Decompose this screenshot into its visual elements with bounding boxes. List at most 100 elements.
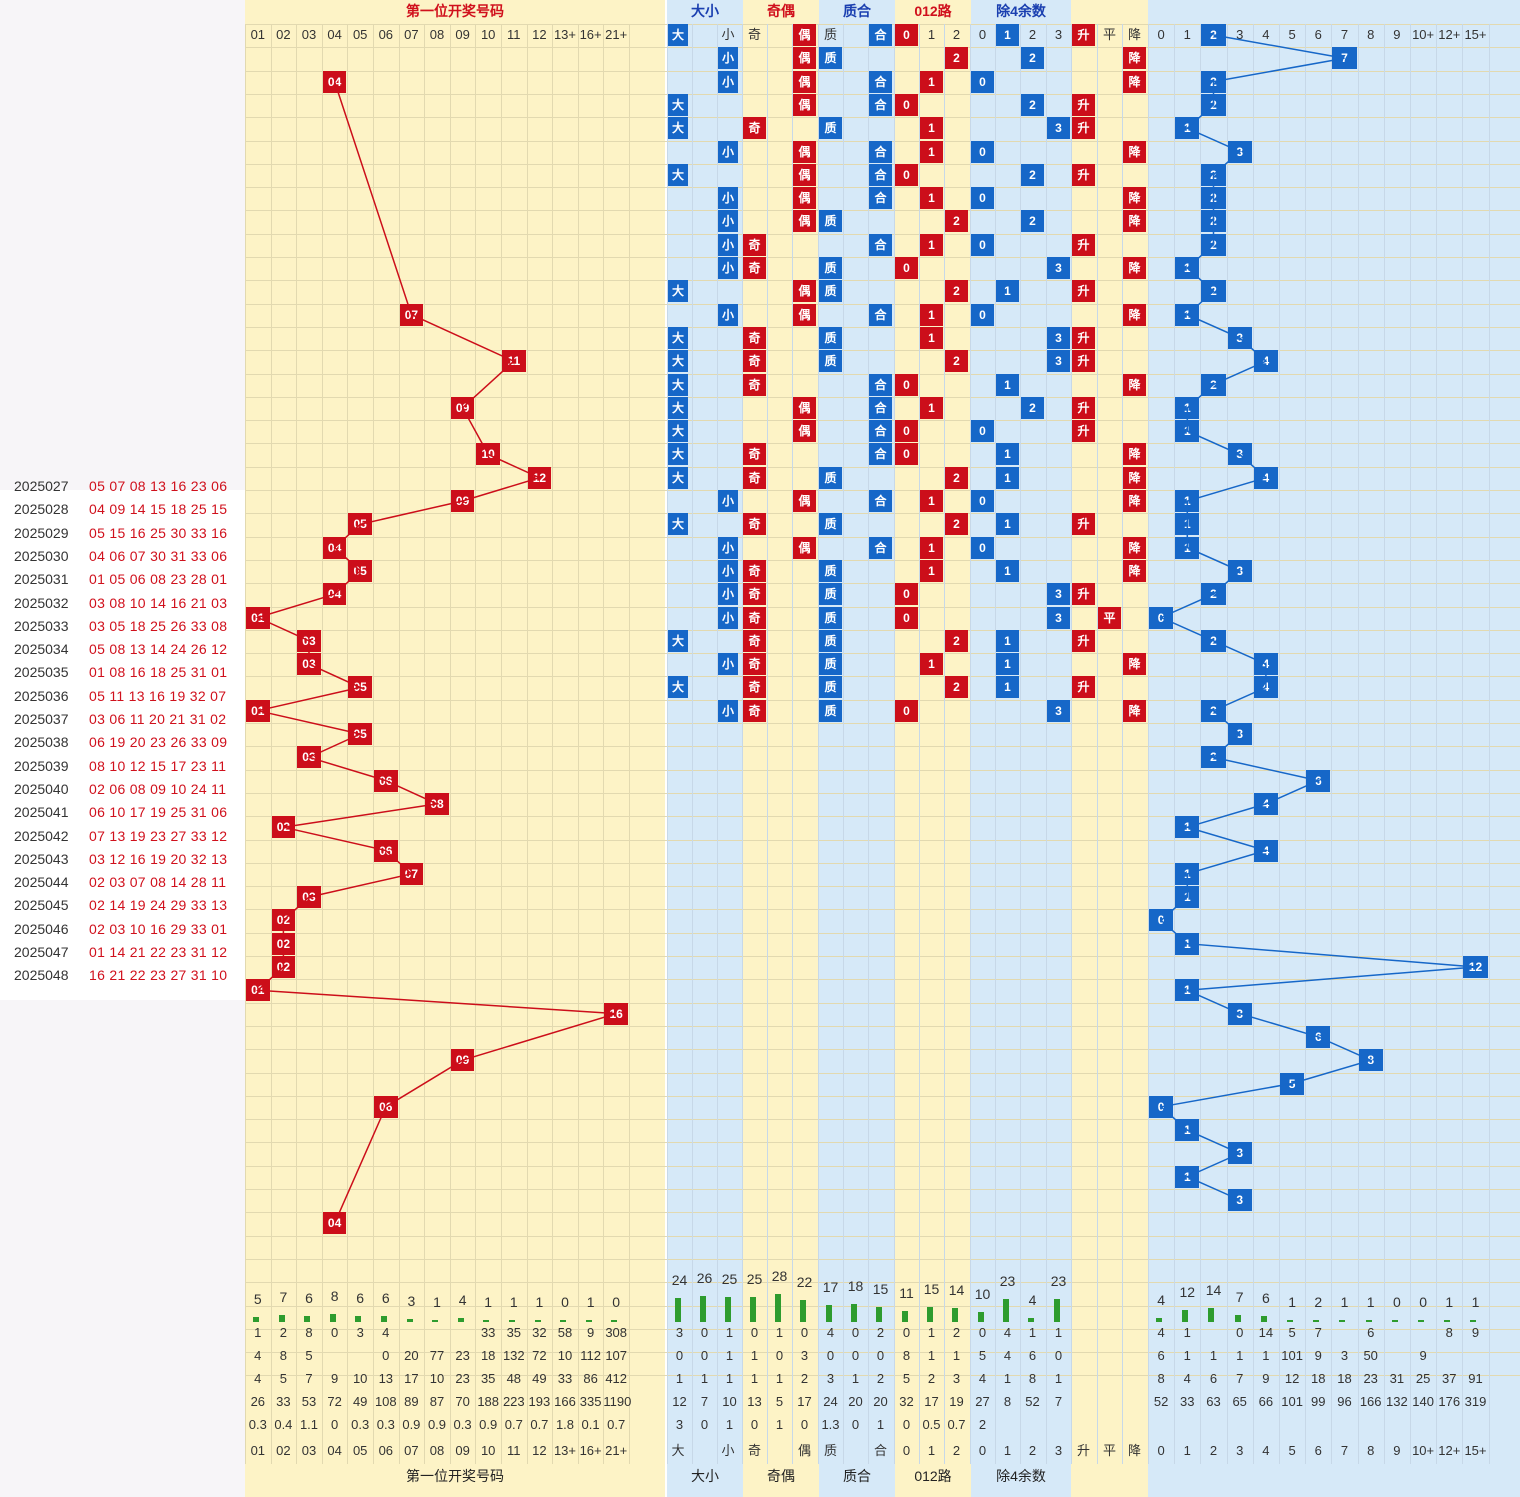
stat-cell: 1 bbox=[725, 1417, 734, 1432]
footer-col-header: 降 bbox=[1127, 1443, 1141, 1458]
first-number-marker: 05 bbox=[348, 723, 372, 745]
count-value: 26 bbox=[696, 1270, 713, 1286]
indicator-marker: 合 bbox=[869, 93, 892, 116]
draw-numbers: 03 08 10 14 16 21 03 bbox=[89, 594, 228, 611]
mod-marker: 3 bbox=[1227, 1189, 1252, 1211]
indicator-marker: 质 bbox=[819, 653, 842, 676]
col-header: 07 bbox=[404, 27, 419, 42]
indicator-marker: 质 bbox=[819, 583, 842, 606]
stat-cell: 1 bbox=[1262, 1348, 1270, 1363]
stat-cell: 0.9 bbox=[402, 1417, 421, 1432]
draw-numbers: 04 06 07 30 31 33 06 bbox=[89, 547, 228, 564]
footer-col-header: 10+ bbox=[1412, 1443, 1435, 1458]
count-bar bbox=[1003, 1299, 1009, 1322]
indicator-marker: 升 bbox=[1072, 583, 1095, 606]
stat-cell: 9 bbox=[1262, 1371, 1270, 1386]
stat-cell: 1 bbox=[1183, 1348, 1191, 1363]
mod-marker: 1 bbox=[1175, 862, 1200, 885]
first-number-marker: 09 bbox=[450, 396, 475, 419]
col-header: 13+ bbox=[553, 27, 577, 42]
indicator-marker: 降 bbox=[1123, 373, 1146, 396]
row-gridline bbox=[245, 723, 1520, 724]
col-header: 2 bbox=[952, 27, 961, 42]
indicator-marker: 小 bbox=[718, 303, 738, 326]
count-bar bbox=[1339, 1320, 1346, 1322]
stat-cell: 3 bbox=[675, 1325, 684, 1340]
col-gridline bbox=[742, 24, 743, 1464]
col-gridline bbox=[1305, 24, 1307, 1464]
first-number-marker: 03 bbox=[297, 746, 321, 769]
stat-cell: 1 bbox=[254, 1325, 262, 1340]
count-bar bbox=[1182, 1310, 1189, 1322]
indicator-marker: 质 bbox=[819, 210, 842, 233]
mod-marker: 12 bbox=[1463, 956, 1488, 978]
row-gridline bbox=[245, 1352, 1520, 1354]
col-header: 4 bbox=[1262, 27, 1270, 42]
stat-cell: 25 bbox=[1415, 1371, 1431, 1386]
mod-marker: 4 bbox=[1253, 792, 1278, 815]
col-header: 04 bbox=[327, 27, 342, 42]
stat-cell: 37 bbox=[1442, 1371, 1457, 1386]
footer-section-label: 质合 bbox=[843, 1468, 871, 1484]
indicator-marker: 升 bbox=[1072, 117, 1095, 140]
count-bar bbox=[1156, 1318, 1162, 1322]
draw-numbers: 01 08 16 18 25 31 01 bbox=[89, 664, 228, 681]
draw-numbers: 01 05 06 08 23 28 01 bbox=[89, 571, 228, 588]
col-gridline bbox=[1097, 24, 1098, 1464]
stat-cell: 7 bbox=[305, 1371, 313, 1386]
indicator-marker: 合 bbox=[869, 187, 892, 210]
stat-cell: 72 bbox=[327, 1394, 342, 1409]
indicator-marker: 小 bbox=[718, 583, 738, 606]
indicator-marker: 小 bbox=[718, 70, 738, 93]
stat-cell: 1 bbox=[725, 1371, 734, 1386]
indicator-marker: 小 bbox=[718, 653, 738, 676]
stat-cell: 1.8 bbox=[555, 1417, 575, 1432]
col-gridline bbox=[894, 24, 895, 1464]
indicator-marker: 偶 bbox=[793, 536, 816, 559]
footer-col-header: 7 bbox=[1340, 1443, 1349, 1458]
stat-cell: 87 bbox=[429, 1394, 445, 1409]
indicator-marker: 降 bbox=[1123, 187, 1146, 210]
stat-cell: 0 bbox=[330, 1417, 339, 1432]
row-gridline bbox=[245, 559, 1520, 561]
first-number-marker: 09 bbox=[450, 490, 475, 512]
col-gridline bbox=[843, 24, 844, 1464]
count-value: 1 bbox=[1340, 1294, 1349, 1310]
col-gridline bbox=[1148, 24, 1149, 1464]
footer-col-header: 02 bbox=[276, 1443, 291, 1458]
indicator-marker: 质 bbox=[819, 466, 842, 489]
stat-cell: 5 bbox=[902, 1371, 911, 1386]
stat-cell: 5 bbox=[305, 1348, 313, 1363]
stat-cell: 3 bbox=[826, 1371, 835, 1386]
first-number-marker: 02 bbox=[271, 816, 296, 839]
row-gridline bbox=[245, 1142, 1520, 1144]
stat-cell: 8 bbox=[902, 1348, 911, 1363]
stat-cell: 0 bbox=[775, 1348, 784, 1363]
stat-cell: 86 bbox=[583, 1371, 598, 1386]
col-header: 06 bbox=[378, 27, 394, 42]
mod-marker: 3 bbox=[1227, 1142, 1252, 1165]
mod-marker: 2 bbox=[1201, 70, 1226, 93]
footer-col-header: 1 bbox=[1003, 1443, 1012, 1458]
stat-cell: 0.9 bbox=[479, 1417, 498, 1432]
col-gridline bbox=[1046, 24, 1047, 1464]
row-gridline bbox=[245, 1049, 1520, 1051]
row-gridline bbox=[245, 210, 1520, 212]
stat-cell: 0.7 bbox=[947, 1417, 966, 1432]
row-gridline bbox=[245, 653, 1520, 655]
stat-cell: 0.7 bbox=[530, 1417, 549, 1432]
col-gridline bbox=[449, 24, 451, 1464]
stat-cell: 53 bbox=[301, 1394, 317, 1409]
indicator-marker: 升 bbox=[1072, 233, 1095, 256]
indicator-marker: 大 bbox=[668, 420, 688, 443]
first-number-marker: 04 bbox=[322, 70, 347, 93]
footer-col-header: 1 bbox=[927, 1443, 936, 1458]
indicator-marker: 大 bbox=[668, 93, 688, 116]
mod-marker: 3 bbox=[1227, 326, 1252, 349]
footer-col-header: 2 bbox=[1209, 1443, 1218, 1458]
indicator-marker: 2 bbox=[945, 513, 968, 536]
stat-cell: 65 bbox=[1232, 1394, 1247, 1409]
indicator-marker: 0 bbox=[971, 490, 994, 512]
footer-col-header: 01 bbox=[250, 1443, 266, 1458]
indicator-marker: 合 bbox=[869, 233, 892, 256]
